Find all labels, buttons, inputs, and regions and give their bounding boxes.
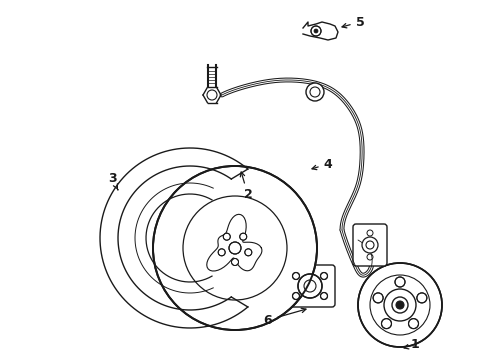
Text: 3: 3 (108, 171, 118, 190)
Circle shape (396, 301, 404, 309)
Circle shape (417, 293, 427, 303)
Circle shape (320, 292, 327, 300)
Circle shape (314, 29, 318, 33)
Circle shape (223, 233, 230, 240)
Circle shape (311, 26, 321, 36)
Text: 4: 4 (312, 158, 332, 171)
Circle shape (231, 258, 239, 266)
Polygon shape (303, 22, 338, 40)
Polygon shape (207, 214, 262, 271)
Text: 2: 2 (240, 172, 252, 202)
Circle shape (320, 273, 327, 279)
Circle shape (293, 292, 299, 300)
Circle shape (293, 273, 299, 279)
Circle shape (306, 83, 324, 101)
Circle shape (362, 237, 378, 253)
Circle shape (245, 249, 252, 256)
Circle shape (358, 263, 442, 347)
Circle shape (382, 319, 392, 329)
Text: 1: 1 (404, 338, 419, 351)
Circle shape (240, 233, 247, 240)
Circle shape (218, 249, 225, 256)
Circle shape (373, 293, 383, 303)
FancyBboxPatch shape (353, 224, 387, 266)
FancyBboxPatch shape (285, 265, 335, 307)
Polygon shape (100, 148, 248, 328)
Circle shape (409, 319, 418, 329)
Circle shape (395, 277, 405, 287)
Text: 5: 5 (342, 15, 365, 28)
Text: 6: 6 (264, 308, 306, 327)
Circle shape (229, 242, 241, 254)
Circle shape (298, 274, 322, 298)
Circle shape (153, 166, 317, 330)
